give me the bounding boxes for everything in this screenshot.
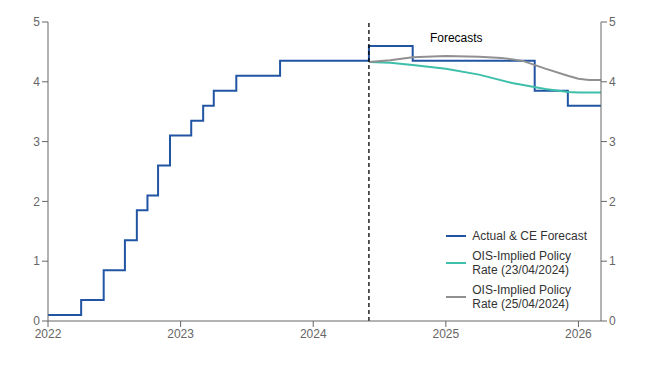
svg-text:2023: 2023: [167, 327, 194, 341]
svg-text:4: 4: [609, 75, 616, 89]
svg-text:1: 1: [609, 254, 616, 268]
html-text:OIS-Implied Policy Rate (25/04: OIS-Implied Policy Rate (25/04/2024): [472, 283, 571, 311]
svg-text:2022: 2022: [35, 327, 62, 341]
svg-text:2024: 2024: [300, 327, 327, 341]
svg-text:0: 0: [609, 314, 616, 328]
svg-text:3: 3: [609, 135, 616, 149]
svg-text:2026: 2026: [565, 327, 592, 341]
html-text:OIS-Implied Policy Rate (23/04: OIS-Implied Policy Rate (23/04/2024): [472, 249, 571, 277]
svg-text:1: 1: [33, 254, 40, 268]
svg-text:4: 4: [33, 75, 40, 89]
html-text:Actual & CE Forecast: Actual & CE Forecast: [472, 229, 587, 243]
svg-text:2025: 2025: [432, 327, 459, 341]
svg-text:3: 3: [33, 135, 40, 149]
svg-text:5: 5: [33, 15, 40, 29]
svg-text:0: 0: [33, 314, 40, 328]
svg-text:5: 5: [609, 15, 616, 29]
svg-text:Forecasts: Forecasts: [430, 31, 483, 45]
svg-text:2: 2: [609, 195, 616, 209]
svg-text:2: 2: [33, 195, 40, 209]
